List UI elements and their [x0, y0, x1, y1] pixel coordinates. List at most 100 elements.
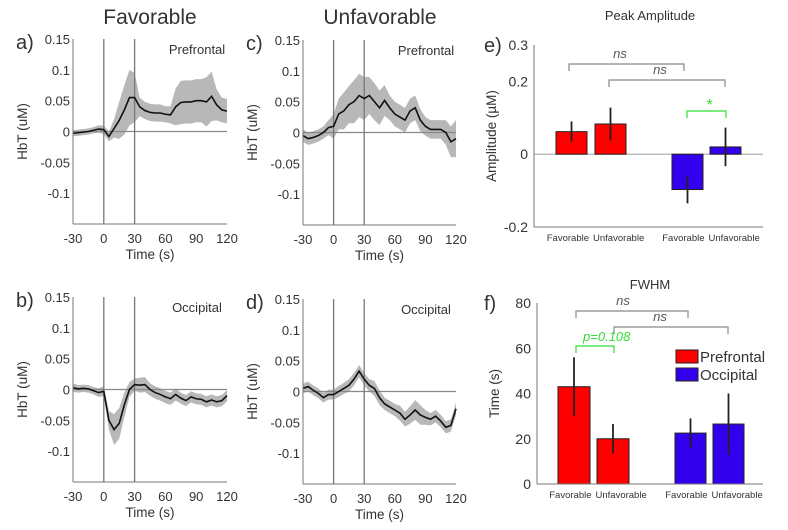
y-tick-label: 0.1 [52, 321, 70, 336]
y-tick-label: -0.05 [40, 413, 70, 428]
y-tick-label: -0.05 [40, 155, 70, 170]
y-axis-label: HbT (uM) [15, 361, 30, 418]
y-axis-label: Amplitude (µM) [484, 90, 499, 182]
region-label: Prefrontal [398, 43, 454, 58]
mean-line [302, 369, 457, 429]
x-tick-label: Favorable [662, 233, 704, 244]
x-tick-label: Favorable [547, 233, 589, 244]
y-tick-label: 0.15 [275, 292, 300, 307]
y-tick-label: 0 [63, 383, 70, 398]
x-tick-label: -30 [64, 489, 83, 504]
x-tick-label: 60 [388, 491, 402, 506]
panel-label: e) [484, 35, 502, 57]
legend-swatch [675, 367, 699, 382]
y-axis-label: HbT (uM) [15, 103, 30, 160]
panel-b: 0.15 0.1 0.05 0 -0.05 -0.1 -30 0 30 60 90 120 Time (… [15, 290, 238, 520]
x-axis-label: Time (s) [355, 248, 404, 263]
chart-title: FWHM [630, 277, 670, 292]
x-tick-label: 0 [100, 231, 107, 246]
y-tick-label: 0.1 [282, 64, 300, 79]
y-tick-label: 0.15 [45, 32, 70, 47]
significance-label: ns [613, 46, 627, 61]
x-tick-label: -30 [64, 231, 83, 246]
mean-line [72, 383, 228, 431]
y-tick-label: -0.05 [270, 156, 300, 171]
legend-label: Occipital [700, 367, 758, 384]
y-tick-label: -0.1 [278, 187, 300, 202]
panel-label: f) [484, 293, 496, 315]
significance-bracket [575, 310, 689, 318]
y-tick-label: 0.3 [509, 37, 529, 53]
significance-bracket [613, 326, 729, 334]
region-label: Occipital [172, 300, 222, 315]
panel-e: Peak Amplitude e) Favorable Unfavorable Favo… [484, 8, 763, 244]
y-tick-label: 0.05 [275, 95, 300, 110]
significance-label: ns [616, 293, 630, 308]
x-tick-label: 30 [127, 231, 141, 246]
x-tick-label: 30 [127, 489, 141, 504]
y-tick-label: -0.1 [278, 446, 300, 461]
y-tick-label: -0.2 [504, 219, 528, 235]
x-tick-label: Favorable [665, 490, 707, 501]
x-tick-label: 120 [216, 489, 238, 504]
x-tick-label: 90 [189, 489, 203, 504]
y-tick-label: 20 [515, 431, 531, 447]
significance-label: ns [653, 309, 667, 324]
y-axis-label: HbT (uM) [245, 363, 260, 420]
x-tick-label: 90 [418, 232, 432, 247]
chart-title: Peak Amplitude [605, 8, 695, 23]
x-tick-label: 90 [189, 231, 203, 246]
x-tick-label: Unfavorable [596, 490, 647, 501]
x-tick-label: 0 [330, 232, 337, 247]
significance-bracket [608, 79, 726, 87]
error-band [73, 377, 227, 445]
panel-a: 0.15 0.1 0.05 0 -0.05 -0.1 -30 0 30 60 90 120 Time (… [15, 32, 238, 262]
y-axis-label: Time (s) [487, 369, 502, 418]
x-tick-label: Unfavorable [593, 233, 644, 244]
x-tick-label: 120 [445, 232, 467, 247]
x-tick-label: 30 [357, 232, 371, 247]
mean-line [72, 95, 228, 138]
y-tick-label: -0.05 [270, 415, 300, 430]
x-tick-label: 90 [418, 491, 432, 506]
x-tick-label: 0 [100, 489, 107, 504]
panel-label: c) [246, 33, 263, 55]
x-axis-label: Time (s) [126, 247, 175, 262]
y-tick-label: -0.1 [48, 186, 70, 201]
panel-label: d) [246, 292, 264, 314]
x-tick-label: 0 [330, 491, 337, 506]
region-label: Prefrontal [169, 42, 225, 57]
panels: 0.15 0.1 0.05 0 -0.05 -0.1 -30 0 30 60 90 120 Time (… [15, 8, 765, 522]
y-tick-label: 80 [515, 295, 531, 311]
x-tick-label: 60 [388, 232, 402, 247]
x-tick-label: Favorable [549, 490, 591, 501]
x-tick-label: Unfavorable [709, 233, 760, 244]
y-tick-label: 0.05 [45, 94, 70, 109]
x-tick-label: 30 [357, 491, 371, 506]
x-tick-label: -30 [294, 232, 313, 247]
error-band [303, 364, 456, 434]
y-tick-label: 0.05 [45, 352, 70, 367]
legend-swatch [675, 349, 699, 364]
y-tick-label: 60 [515, 340, 531, 356]
panel-f: FWHM f) Favorable Unfavorable Favorable Unfav… [484, 277, 765, 501]
y-tick-label: 0.1 [52, 63, 70, 78]
panel-label: a) [16, 32, 34, 54]
x-tick-label: 120 [445, 491, 467, 506]
significance-label: * [706, 97, 713, 114]
significance-bracket [575, 345, 615, 353]
error-band [73, 69, 227, 142]
y-axis-label: HbT (uM) [245, 104, 260, 161]
x-tick-label: 120 [216, 231, 238, 246]
x-tick-label: 60 [158, 489, 172, 504]
y-tick-label: 0.05 [275, 354, 300, 369]
mean-line [302, 94, 457, 143]
panel-label: b) [16, 290, 34, 312]
region-label: Occipital [401, 302, 451, 317]
x-tick-label: Unfavorable [712, 490, 763, 501]
legend-label: Prefrontal [700, 349, 765, 366]
error-band [303, 73, 456, 158]
y-tick-label: 0.2 [509, 73, 529, 89]
y-tick-label: 40 [515, 386, 531, 402]
